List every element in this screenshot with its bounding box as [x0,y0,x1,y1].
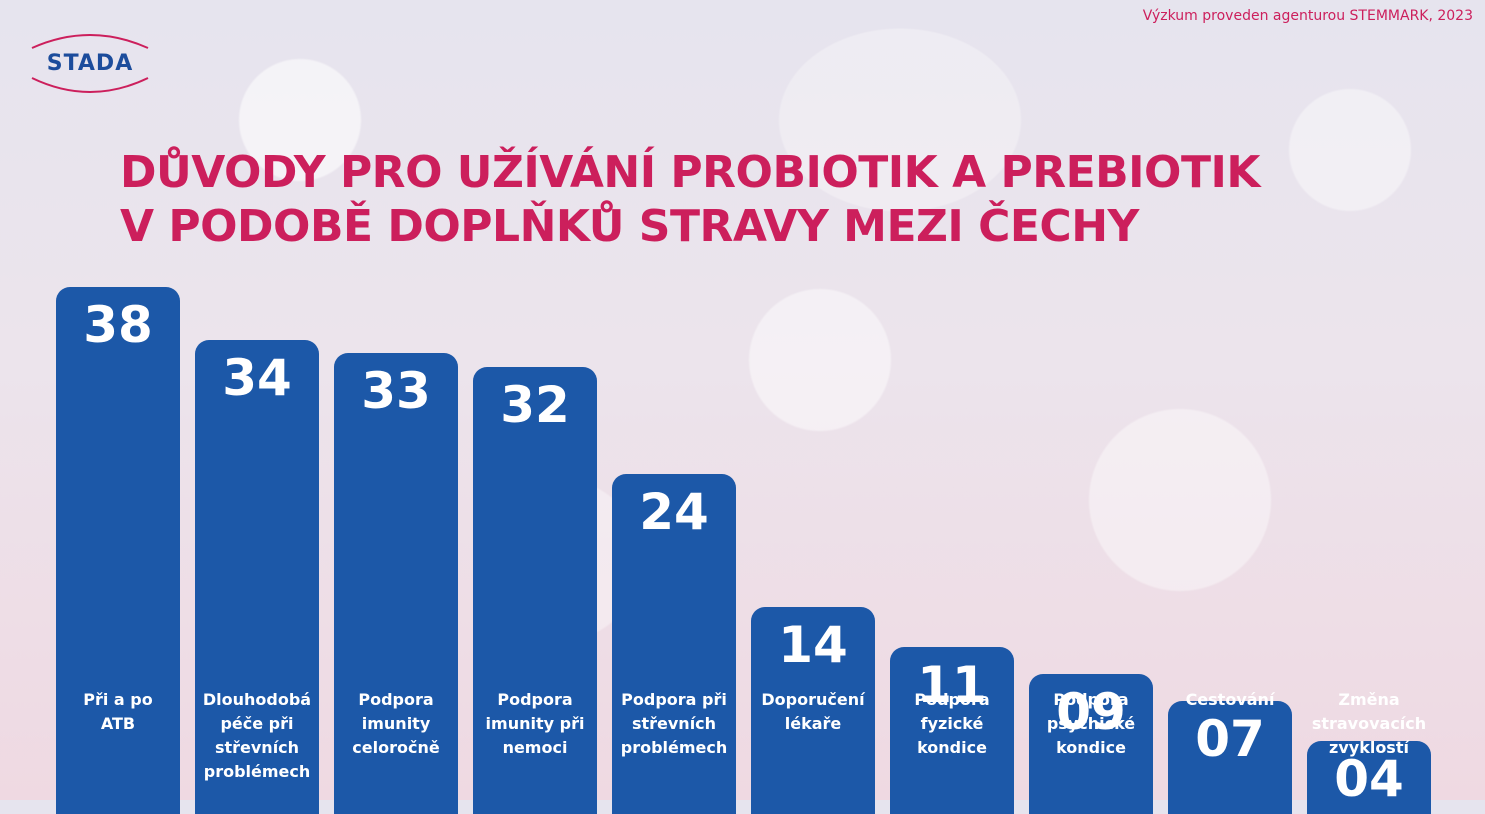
category-label-line: Dlouhodobá [202,690,312,709]
category-label: Podpora psychické kondice [1029,688,1153,760]
category-label-line: Změna [1338,690,1400,709]
category-label-line: imunity [361,714,431,733]
source-note: Výzkum proveden agenturou STEMMARK, 2023 [1142,8,1473,24]
bar-3: 33 [334,353,458,814]
stada-logo: STADA [31,34,149,93]
category-label-line: kondice [1056,738,1126,757]
bar-5: 24 [612,473,736,814]
title-line-1: DŮVODY PRO UŽÍVÁNÍ PROBIOTIK A PREBIOTIK [120,147,1260,198]
bar-value-label: 38 [83,295,153,354]
category-label: Při a po ATB [56,688,180,736]
category-label-line: Podpora [358,690,434,709]
category-label-line: fyzické [920,714,984,733]
category-label: Podpora při střevních problémech [612,688,736,760]
bar-value-label: 11 [917,656,987,715]
category-label-line: Podpora při [621,690,727,709]
bar-value-label: 34 [222,349,292,408]
bar-value-label: 32 [500,375,570,434]
bar-8: 09 [1029,673,1153,814]
bar-1: 38 [56,286,180,814]
category-label-line: problémech [620,738,728,757]
category-label-line: zvyklostí [1329,738,1409,757]
category-label-line: psychické [1046,714,1136,733]
bar-value-label: 33 [361,362,431,421]
category-label-line: nemoci [502,738,568,757]
category-label-line: Podpora [914,690,990,709]
logo-swoosh-top [31,34,149,49]
category-label-line: stravovacích [1311,714,1427,733]
category-label-line: Při a po [83,690,153,709]
category-label: Podpora imunity při nemoci [473,688,597,760]
category-label: Dlouhodobá péče při střevních problémech [195,688,319,784]
bar-4: 32 [473,366,597,814]
category-label-line: střevních [631,714,717,733]
title-line-2: V PODOBĚ DOPLŇKŮ STRAVY MEZI ČECHY [120,201,1139,252]
logo-swoosh-bottom [31,77,149,93]
bar-7: 11 [890,647,1014,814]
category-label: Změna stravovacích zvyklostí [1307,688,1431,760]
category-label-line: péče při [220,714,294,733]
category-label: Cestování [1168,688,1292,712]
category-label-line: imunity při [485,714,585,733]
category-label-line: celoročně [352,738,440,757]
bar-9: 07 [1168,700,1292,814]
category-label-line: kondice [917,738,987,757]
bar-2: 34 [195,340,319,814]
category-label-line: Podpora [497,690,573,709]
category-label: Doporučení lékaře [751,688,875,736]
category-label-line: problémech [203,762,311,781]
category-label-line: lékaře [784,714,842,733]
bar-value-label: 07 [1195,709,1265,768]
category-label-line: střevních [214,738,300,757]
category-label-line: Doporučení [761,690,865,709]
bar-6: 14 [751,607,875,814]
category-label-line: Cestování [1185,690,1275,709]
bar-value-label: 14 [778,616,848,675]
category-label-line: Podpora [1053,690,1129,709]
logo-text: STADA [47,51,133,76]
category-label: Podpora fyzické kondice [890,688,1014,760]
category-label-line: ATB [100,714,136,733]
category-label: Podpora imunity celoročně [334,688,458,760]
bar-value-label: 04 [1334,749,1404,808]
page-title: DŮVODY PRO UŽÍVÁNÍ PROBIOTIK A PREBIOTIK… [120,146,1260,254]
bar-value-label: 24 [639,482,709,541]
bar-value-label: 09 [1056,682,1126,741]
